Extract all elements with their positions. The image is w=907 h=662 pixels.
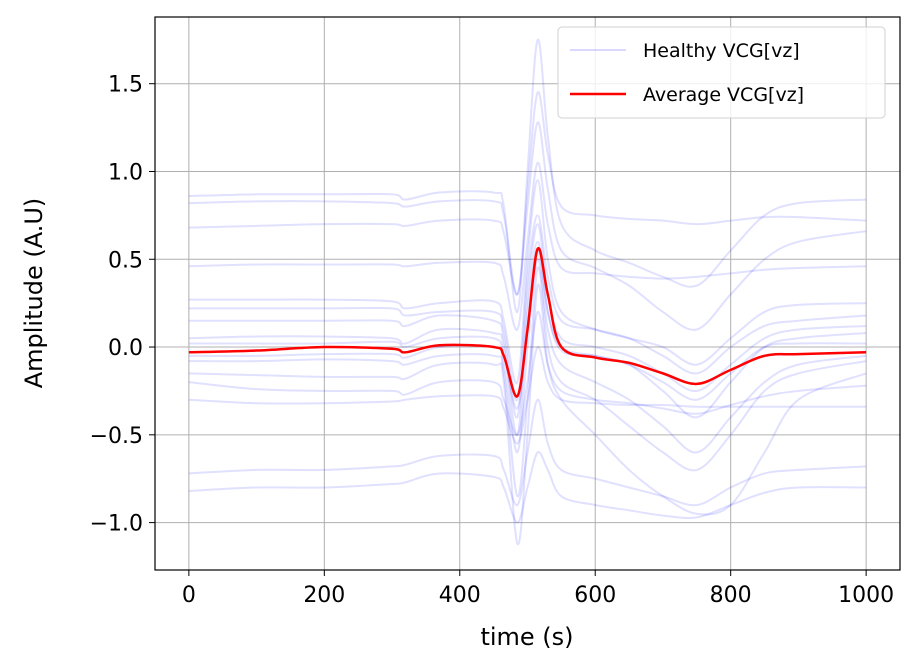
x-tick-label: 800 (710, 583, 752, 608)
healthy-vcg-line (188, 398, 867, 507)
x-tick-label: 200 (303, 583, 345, 608)
healthy-vcg-line (188, 450, 867, 524)
series-lines (188, 38, 867, 546)
average-vcg-line (188, 247, 867, 398)
legend-label-healthy: Healthy VCG[vz] (643, 40, 800, 62)
y-tick-label: −0.5 (90, 424, 143, 449)
plot-frame (154, 16, 901, 571)
healthy-vcg-line (188, 179, 867, 385)
healthy-vcg-line (188, 240, 867, 436)
healthy-vcg-line (188, 214, 867, 402)
x-tick-label: 0 (182, 583, 196, 608)
healthy-vcg-line (188, 283, 867, 546)
healthy-vcg-line (188, 38, 867, 313)
y-tick-label: 1.5 (108, 73, 143, 98)
healthy-vcg-line (188, 266, 867, 498)
healthy-vcg-line (188, 161, 867, 331)
healthy-vcg-line (188, 121, 867, 331)
x-tick-label: 400 (439, 583, 481, 608)
ticks: 0 200 400 600 800 1000 −1.0 −0.5 0.0 0.5 1.0 1.5 (90, 73, 895, 608)
y-axis-label: Amplitude (A.U) (20, 198, 48, 389)
healthy-vcg-line (188, 310, 867, 436)
y-tick-label: 0.5 (108, 248, 143, 273)
y-tick-label: 1.0 (108, 160, 143, 185)
y-tick-label: 0.0 (108, 336, 143, 361)
legend: Healthy VCG[vz] Average VCG[vz] (557, 26, 886, 119)
y-tick-label: −1.0 (90, 512, 143, 537)
healthy-vcg-line (188, 346, 867, 445)
legend-label-average: Average VCG[vz] (643, 84, 804, 106)
healthy-vcg-line (188, 91, 867, 296)
x-axis-label: time (s) (480, 623, 573, 651)
x-tick-label: 600 (574, 583, 616, 608)
legend-box (557, 26, 886, 119)
x-tick-label: 1000 (838, 583, 894, 608)
